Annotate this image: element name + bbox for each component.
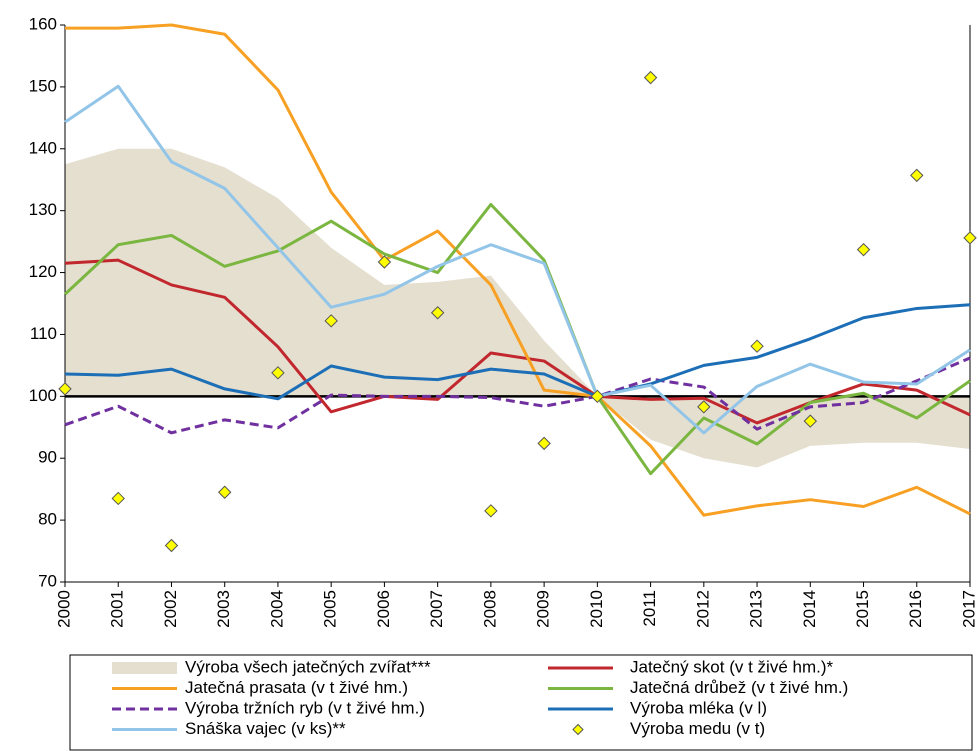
x-tick-label: 2009 — [534, 590, 553, 628]
line — [65, 23, 971, 517]
legend-label: Snáška vajec (v ks)** — [185, 719, 346, 738]
x-tick-label: 2014 — [800, 590, 819, 628]
x-tick-label: 2010 — [587, 590, 606, 628]
x-tick-label: 2001 — [108, 590, 127, 628]
line — [64, 303, 971, 401]
line — [64, 258, 971, 425]
y-tick-label: 70 — [38, 571, 57, 590]
marker — [856, 242, 871, 257]
marker — [271, 366, 285, 380]
marker — [430, 306, 445, 320]
marker — [484, 504, 498, 518]
marker — [910, 168, 924, 183]
line — [64, 84, 971, 435]
y-tick-label: 120 — [29, 262, 57, 281]
x-tick-label: 2006 — [374, 590, 393, 628]
x-tick-label: 2008 — [480, 590, 499, 628]
x-tick-label: 2017 — [959, 590, 978, 628]
x-tick-label: 2011 — [640, 590, 659, 627]
marker — [537, 436, 551, 451]
y-tick-label: 160 — [29, 14, 57, 33]
y-tick-label: 150 — [29, 76, 57, 95]
legend-swatch — [572, 723, 584, 736]
marker — [377, 255, 392, 269]
legend-box — [69, 654, 973, 751]
marker — [217, 485, 232, 499]
legend-swatch — [112, 662, 177, 674]
line — [64, 356, 971, 435]
x-tick-label: 2013 — [747, 590, 766, 628]
legend-label: Výroba mléka (v l) — [630, 698, 767, 717]
marker — [58, 382, 72, 396]
marker — [697, 400, 711, 414]
marker — [963, 231, 977, 245]
marker — [164, 538, 179, 553]
marker — [803, 414, 818, 428]
y-tick-label: 130 — [29, 200, 57, 219]
legend-label: Jatečná prasata (v t živé hm.) — [185, 678, 408, 697]
marker — [111, 491, 125, 506]
x-tick-label: 2005 — [321, 590, 340, 628]
x-tick-label: 2015 — [853, 590, 872, 628]
x-tick-label: 2003 — [214, 590, 233, 628]
x-tick-label: 2000 — [54, 590, 73, 628]
marker — [590, 389, 605, 404]
marker — [750, 339, 764, 353]
line — [63, 202, 971, 476]
legend-label: Jatečná drůbež (v t živé hm.) — [630, 678, 848, 697]
marker — [643, 70, 658, 85]
x-tick-label: 2002 — [161, 590, 180, 628]
legend-label: Výroba tržních ryb (v t živé hm.) — [185, 698, 425, 717]
area — [65, 148, 970, 468]
y-tick-label: 110 — [30, 324, 57, 343]
x-tick-label: 2007 — [427, 590, 446, 628]
x-tick-label: 2012 — [693, 590, 712, 628]
y-tick-label: 100 — [29, 386, 57, 405]
x-tick-label: 2016 — [906, 590, 925, 628]
legend-label: Výroba všech jatečných zvířat*** — [185, 657, 431, 676]
legend-label: Výroba medu (v t) — [630, 719, 765, 738]
y-tick-label: 90 — [38, 448, 57, 467]
x-tick-label: 2004 — [267, 590, 286, 628]
y-tick-label: 140 — [29, 138, 57, 157]
y-tick-label: 80 — [38, 510, 57, 529]
marker — [324, 314, 338, 328]
legend-label: Jatečný skot (v t živé hm.)* — [630, 657, 833, 676]
